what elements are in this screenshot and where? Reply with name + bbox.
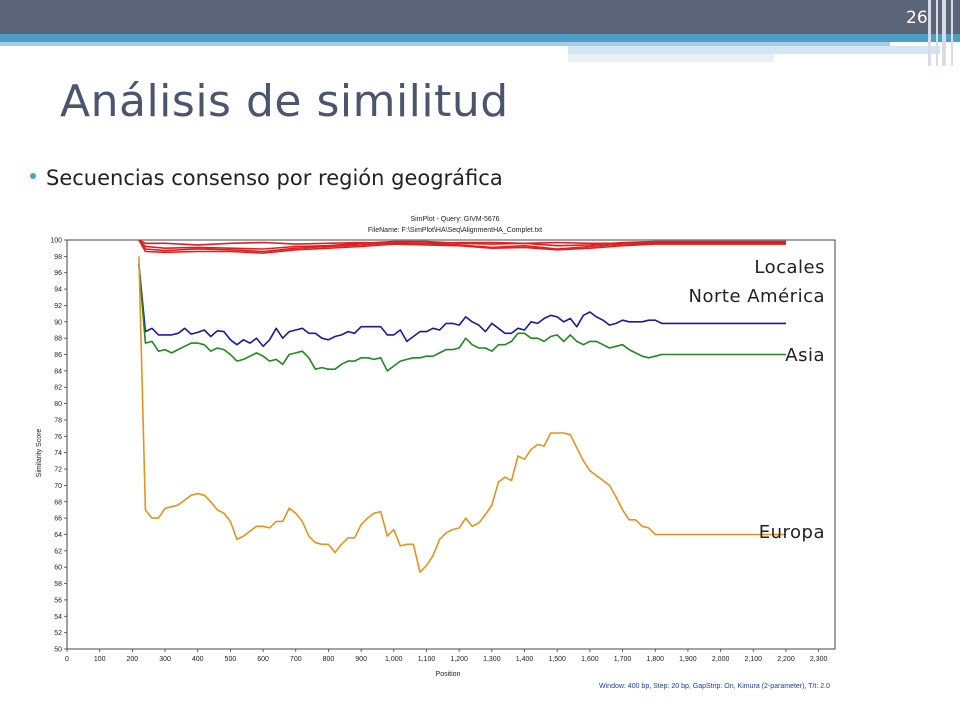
series-line-green-5 bbox=[138, 264, 786, 372]
series-line-red-1 bbox=[138, 240, 786, 250]
series-line-red-2 bbox=[138, 240, 786, 253]
simplot-chart: SimPlot - Query: GIVM-5676 FileName: F:\… bbox=[36, 216, 836, 690]
series-line-blue-4 bbox=[138, 264, 786, 348]
x-tick-label: 200 bbox=[127, 656, 139, 663]
x-tick-label: 800 bbox=[323, 656, 335, 663]
x-tick-label: 500 bbox=[225, 656, 237, 663]
x-tick-label: 900 bbox=[355, 656, 367, 663]
plot-area bbox=[66, 239, 836, 650]
x-tick-label: 2,100 bbox=[745, 656, 763, 663]
x-tick-label: 2,000 bbox=[712, 656, 730, 663]
x-axis-label: Position bbox=[436, 671, 461, 678]
x-tick-label: 0 bbox=[65, 656, 69, 663]
y-tick-label: 66 bbox=[54, 516, 62, 523]
y-tick-label: 60 bbox=[54, 565, 62, 572]
y-tick-label: 76 bbox=[54, 434, 62, 441]
x-tick-label: 700 bbox=[290, 656, 302, 663]
y-tick-label: 52 bbox=[54, 630, 62, 637]
y-axis-label: Similarity Score bbox=[36, 429, 43, 478]
y-tick-label: 56 bbox=[54, 597, 62, 604]
x-tick-label: 400 bbox=[192, 656, 204, 663]
series-line-red-3 bbox=[138, 240, 786, 254]
header-accent-band-pale bbox=[568, 46, 940, 54]
header-accent-band-light bbox=[0, 42, 890, 46]
header-accent-band bbox=[0, 34, 960, 42]
x-tick-label: 2,300 bbox=[810, 656, 828, 663]
x-tick-label: 600 bbox=[257, 656, 269, 663]
y-tick-label: 86 bbox=[54, 352, 62, 359]
y-tick-label: 84 bbox=[54, 368, 62, 375]
x-tick-label: 100 bbox=[94, 656, 106, 663]
y-tick-label: 78 bbox=[54, 417, 62, 424]
x-tick-label: 1,000 bbox=[385, 656, 403, 663]
bullet-text: Secuencias consenso por región geográfic… bbox=[46, 166, 503, 190]
y-tick-label: 92 bbox=[54, 303, 62, 310]
y-tick-label: 72 bbox=[54, 467, 62, 474]
bullet-dot-icon bbox=[30, 173, 36, 179]
y-tick-label: 68 bbox=[54, 499, 62, 506]
region-label-locales: Locales bbox=[754, 257, 825, 278]
region-label-norte-america: Norte América bbox=[688, 286, 825, 307]
chart-footer: Window: 400 bp, Step: 20 bp, GapStrip: O… bbox=[599, 683, 830, 690]
x-tick-label: 1,600 bbox=[581, 656, 599, 663]
y-tick-label: 94 bbox=[54, 287, 62, 294]
y-tick-label: 58 bbox=[54, 581, 62, 588]
series-line-orange-6 bbox=[138, 256, 786, 573]
x-tick-label: 1,500 bbox=[548, 656, 566, 663]
x-tick-label: 1,700 bbox=[614, 656, 632, 663]
slide-header-bar bbox=[0, 0, 960, 34]
y-tick-label: 80 bbox=[54, 401, 62, 408]
y-tick-label: 54 bbox=[54, 614, 62, 621]
chart-subtitle: FileName: F:\SimPlot\HA\Seq\AlignmentHA_… bbox=[368, 227, 542, 234]
x-tick-label: 1,400 bbox=[516, 656, 534, 663]
header-vertical-stripes bbox=[928, 0, 958, 66]
y-tick-label: 74 bbox=[54, 450, 62, 457]
x-tick-label: 1,300 bbox=[483, 656, 501, 663]
region-label-asia: Asia bbox=[785, 345, 825, 366]
header-accent-band-faint bbox=[568, 54, 774, 62]
bullet-item: Secuencias consenso por región geográfic… bbox=[30, 166, 503, 190]
slide-title: Análisis de similitud bbox=[60, 76, 509, 127]
region-label-europa: Europa bbox=[758, 522, 825, 544]
slide-number: 26 bbox=[906, 8, 928, 28]
x-tick-label: 300 bbox=[159, 656, 171, 663]
y-tick-label: 64 bbox=[54, 532, 62, 539]
x-tick-label: 1,100 bbox=[418, 656, 436, 663]
y-tick-label: 82 bbox=[54, 385, 62, 392]
y-tick-label: 70 bbox=[54, 483, 62, 490]
y-tick-label: 100 bbox=[50, 238, 62, 245]
chart-title: SimPlot - Query: GIVM-5676 bbox=[410, 216, 499, 223]
x-tick-label: 1,800 bbox=[646, 656, 664, 663]
y-tick-label: 90 bbox=[54, 319, 62, 326]
y-tick-label: 98 bbox=[54, 254, 62, 261]
y-tick-label: 88 bbox=[54, 336, 62, 343]
x-tick-label: 2,200 bbox=[777, 656, 795, 663]
x-tick-label: 1,200 bbox=[450, 656, 468, 663]
y-tick-label: 50 bbox=[54, 647, 62, 654]
y-tick-label: 96 bbox=[54, 270, 62, 277]
x-tick-label: 1,900 bbox=[679, 656, 697, 663]
y-tick-label: 62 bbox=[54, 548, 62, 555]
